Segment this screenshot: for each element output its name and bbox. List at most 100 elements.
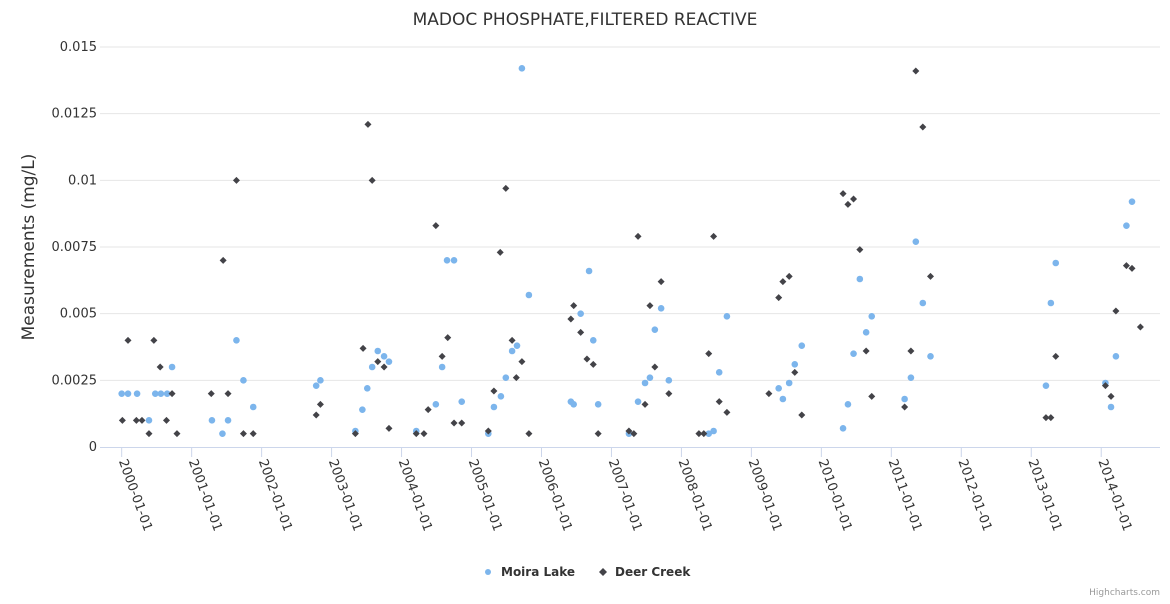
moira-lake-point (502, 374, 510, 381)
deer-creek-point (775, 294, 783, 302)
moira-lake-point (438, 363, 446, 371)
deer-creek-point (1136, 323, 1144, 331)
legend-circle-marker (485, 569, 491, 575)
moira-lake-point (862, 329, 870, 336)
y-tick-label: 0.0075 (52, 240, 98, 255)
grid-lines (100, 46, 1160, 381)
deer-creek-point (798, 411, 806, 419)
moira-lake-point (450, 257, 458, 264)
legend-item-deer-creek[interactable]: Deer Creek (599, 565, 691, 579)
moira-lake-point (775, 385, 782, 392)
data-points (118, 65, 1144, 438)
x-tick-label: 2010-01-01 (815, 457, 855, 533)
deer-creek-point (630, 430, 638, 438)
y-axis-labels: 0 0.0025 0.005 0.0075 0.01 0.0125 0.015 (52, 40, 98, 455)
x-tick-label: 2014-01-01 (1094, 457, 1134, 533)
deer-creek-point (438, 352, 446, 360)
deer-creek-point (239, 430, 247, 438)
deer-creek-point (150, 336, 158, 344)
moira-lake-point (1112, 353, 1120, 360)
deer-creek-point (927, 272, 935, 280)
legend-label: Moira Lake (501, 565, 575, 579)
moira-lake-point (868, 313, 876, 320)
deer-creek-point (856, 246, 864, 254)
y-tick-label: 0.005 (60, 307, 97, 322)
deer-creek-point (173, 430, 181, 438)
deer-creek-point (862, 347, 870, 355)
moira-lake-point (151, 390, 159, 397)
moira-lake-point (525, 291, 533, 299)
deer-creek-point (249, 430, 257, 438)
deer-creek-point (484, 427, 492, 435)
deer-creek-point (364, 120, 372, 128)
deer-creek-point (715, 398, 723, 406)
deer-creek-point (723, 408, 731, 416)
deer-creek-point (646, 302, 654, 310)
moira-lake-point (850, 350, 857, 357)
deer-creek-point (1042, 414, 1050, 422)
moira-lake-point (919, 299, 927, 307)
x-tick-label: 2000-01-01 (115, 457, 155, 533)
moira-lake-point (443, 257, 451, 264)
deer-creek-point (207, 390, 215, 398)
deer-creek-point (589, 360, 597, 368)
deer-creek-point (839, 190, 847, 198)
deer-creek-point (625, 427, 633, 435)
deer-creek-point (912, 67, 920, 75)
deer-creek-point (412, 430, 420, 438)
deer-creek-point (1047, 414, 1055, 422)
chart-title: MADOC PHOSPHATE,FILTERED REACTIVE (413, 10, 758, 30)
deer-creek-point (368, 176, 376, 184)
deer-creek-point (1128, 264, 1136, 272)
deer-creek-point (420, 430, 428, 438)
credits-link[interactable]: Highcharts.com (1089, 588, 1160, 598)
deer-creek-point (791, 368, 799, 376)
x-tick-label: 2003-01-01 (325, 457, 365, 533)
deer-creek-point (710, 232, 718, 240)
moira-lake-point (133, 390, 141, 397)
deer-creek-point (444, 334, 452, 342)
y-tick-label: 0.01 (68, 173, 97, 188)
deer-creek-point (641, 400, 649, 408)
legend-item-moira-lake[interactable]: Moira Lake (485, 565, 575, 579)
moira-lake-point (1123, 222, 1130, 229)
moira-lake-point (240, 377, 247, 384)
moira-lake-point (723, 313, 731, 320)
moira-lake-point (490, 403, 498, 411)
moira-lake-point (157, 390, 165, 397)
y-tick-label: 0.015 (60, 40, 97, 55)
moira-lake-point (518, 65, 526, 72)
deer-creek-point (765, 390, 773, 398)
moira-lake-point (791, 361, 799, 368)
deer-creek-point (316, 400, 324, 408)
y-tick-label: 0.0125 (52, 107, 98, 122)
x-tick-label: 2006-01-01 (535, 457, 575, 533)
moira-lake-point (585, 267, 593, 275)
x-tick-label: 2011-01-01 (885, 457, 925, 533)
moira-lake-point (317, 377, 324, 384)
deer-creek-point (1052, 352, 1060, 360)
moira-lake-point (715, 369, 723, 376)
moira-lake-point (118, 390, 125, 397)
deer-creek-point (450, 419, 458, 427)
deer-creek-point (508, 336, 516, 344)
deer-creek-point (695, 430, 703, 438)
moira-lake-point (927, 353, 934, 360)
x-axis: 2000-01-01 2001-01-01 2002-01-01 2003-01-01… (100, 447, 1160, 533)
moira-lake-point (594, 401, 602, 408)
moira-lake-point (508, 347, 516, 355)
x-tick-label: 2012-01-01 (955, 457, 995, 533)
y-tick-label: 0 (89, 440, 97, 455)
moira-lake-point (844, 401, 852, 408)
moira-lake-point (363, 385, 371, 392)
y-tick-label: 0.0025 (52, 373, 98, 388)
deer-creek-point (577, 328, 585, 336)
deer-creek-point (496, 248, 504, 256)
deer-creek-point (132, 416, 140, 424)
deer-creek-point (351, 430, 359, 438)
deer-creek-point (432, 222, 440, 230)
deer-creek-point (219, 256, 227, 264)
deer-creek-point (901, 403, 909, 411)
deer-creek-point (490, 387, 498, 395)
legend: Moira Lake Deer Creek (485, 565, 691, 579)
